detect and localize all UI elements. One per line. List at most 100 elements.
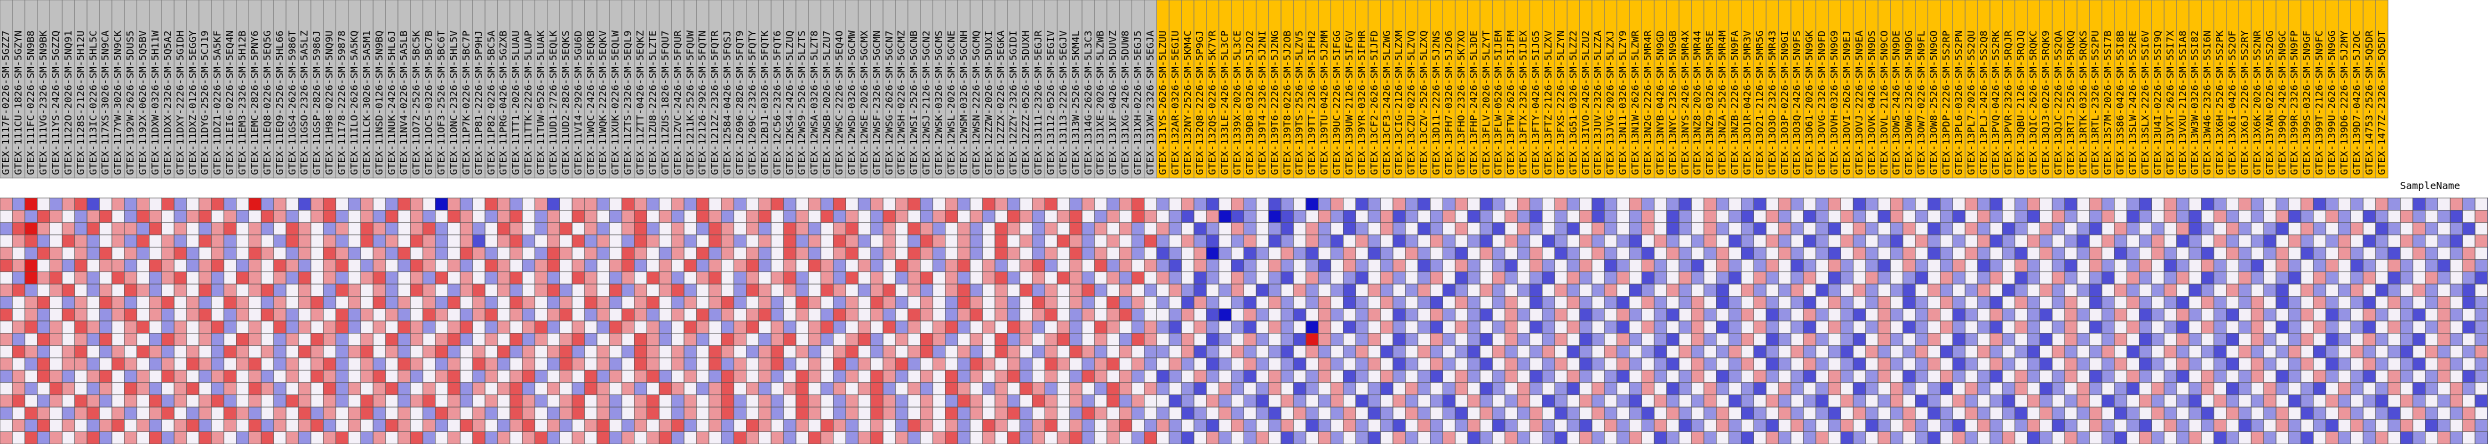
heatmap-cell: [1119, 234, 1133, 248]
heatmap-cell: [683, 222, 697, 236]
heatmap-cell: [1815, 271, 1829, 285]
heatmap-cell: [2014, 357, 2028, 371]
heatmap-cell: [198, 333, 212, 346]
heatmap-cell: [1691, 406, 1705, 420]
heatmap-cell: [149, 283, 162, 297]
heatmap-cell: [957, 369, 971, 383]
heatmap-cell: [323, 308, 337, 322]
heatmap-cell: [671, 197, 685, 211]
heatmap-cell: [2139, 320, 2152, 334]
heatmap-cell: [1007, 296, 1021, 309]
heatmap-cell: [1318, 222, 1332, 236]
heatmap-cell: [982, 283, 996, 297]
heatmap-cell: [248, 246, 262, 260]
heatmap-cell: [1106, 271, 1120, 285]
heatmap-cell: [1467, 308, 1481, 322]
heatmap-cell: [845, 369, 859, 383]
heatmap-cell: [1231, 234, 1244, 248]
heatmap-cell: [2275, 197, 2289, 211]
heatmap-cell: [994, 345, 1008, 359]
heatmap-cell: [472, 419, 486, 432]
heatmap-cell: [1566, 271, 1580, 285]
heatmap-cell: [1392, 431, 1406, 444]
heatmap-cell: [1442, 296, 1456, 309]
heatmap-cell: [646, 345, 660, 359]
heatmap-cell: [746, 320, 759, 334]
heatmap-cell: [1280, 271, 1294, 285]
heatmap-cell: [497, 271, 511, 285]
heatmap-cell: [559, 357, 573, 371]
heatmap-cell: [1815, 246, 1829, 260]
heatmap-cell: [509, 357, 523, 371]
heatmap-cell: [1231, 320, 1244, 334]
heatmap-cell: [1840, 210, 1854, 223]
heatmap-cell: [920, 357, 934, 371]
heatmap-cell: [571, 271, 585, 285]
heatmap-cell: [1293, 283, 1307, 297]
heatmap-cell: [1504, 308, 1518, 322]
heatmap-cell: [1280, 394, 1294, 408]
heatmap-cell: [1579, 357, 1593, 371]
heatmap-cell: [2400, 431, 2414, 444]
heatmap-cell: [1392, 308, 1406, 322]
heatmap-cell: [1467, 234, 1481, 248]
heatmap-cell: [435, 406, 448, 420]
heatmap-cell: [1044, 369, 1058, 383]
heatmap-cell: [1989, 382, 2003, 396]
heatmap-cell: [1131, 210, 1145, 223]
heatmap-cell: [1741, 283, 1754, 297]
heatmap-cell: [783, 271, 797, 285]
heatmap-cell: [758, 357, 772, 371]
heatmap-cell: [1430, 419, 1443, 432]
heatmap-cell: [86, 382, 100, 396]
heatmap-cell: [298, 234, 312, 248]
heatmap-cell: [1367, 246, 1381, 260]
heatmap-cell: [2089, 234, 2103, 248]
heatmap-cell: [360, 222, 374, 236]
heatmap-cell: [758, 308, 772, 322]
heatmap-cell: [2462, 431, 2476, 444]
heatmap-cell: [1193, 369, 1207, 383]
heatmap-cell: [1940, 382, 1953, 396]
heatmap-cell: [2101, 357, 2115, 371]
heatmap-cell: [895, 197, 909, 211]
sample-label: GTEX-139TS-2526-SM-5LZV5: [1295, 31, 1306, 176]
heatmap-cell: [1852, 382, 1866, 396]
heatmap-cell: [2250, 345, 2264, 359]
heatmap-cell: [559, 369, 573, 383]
heatmap-cell: [770, 197, 784, 211]
heatmap-cell: [335, 296, 349, 309]
heatmap-cell: [335, 222, 349, 236]
heatmap-cell: [1517, 419, 1531, 432]
heatmap-cell: [2425, 271, 2438, 285]
heatmap-cell: [86, 333, 100, 346]
heatmap-cell: [1877, 431, 1891, 444]
heatmap-cell: [547, 271, 560, 285]
heatmap-cell: [820, 320, 834, 334]
heatmap-cell: [149, 394, 162, 408]
heatmap-cell: [1280, 210, 1294, 223]
heatmap-cell: [435, 222, 448, 236]
heatmap-cell: [1890, 271, 1904, 285]
heatmap-cell: [1803, 271, 1817, 285]
heatmap-cell: [2002, 357, 2016, 371]
heatmap-cell: [2151, 394, 2165, 408]
heatmap-cell: [833, 333, 846, 346]
heatmap-cell: [696, 431, 710, 444]
heatmap-cell: [173, 234, 187, 248]
heatmap-cell: [746, 406, 759, 420]
heatmap-cell: [472, 271, 486, 285]
heatmap-cell: [1355, 345, 1369, 359]
heatmap-cell: [1367, 320, 1381, 334]
heatmap-cell: [957, 333, 971, 346]
heatmap-cell: [211, 271, 225, 285]
heatmap-cell: [596, 333, 610, 346]
heatmap-cell: [596, 259, 610, 273]
sample-label: GTEX-13NYS-2426-SM-5MR4X: [1680, 31, 1691, 176]
sample-label: GTEX-1122O-2026-SM-5NQ91: [63, 31, 74, 176]
heatmap-cell: [1305, 345, 1319, 359]
heatmap-cell: [1989, 369, 2003, 383]
heatmap-cell: [746, 431, 759, 444]
heatmap-cell: [1765, 382, 1779, 396]
heatmap-cell: [223, 333, 237, 346]
